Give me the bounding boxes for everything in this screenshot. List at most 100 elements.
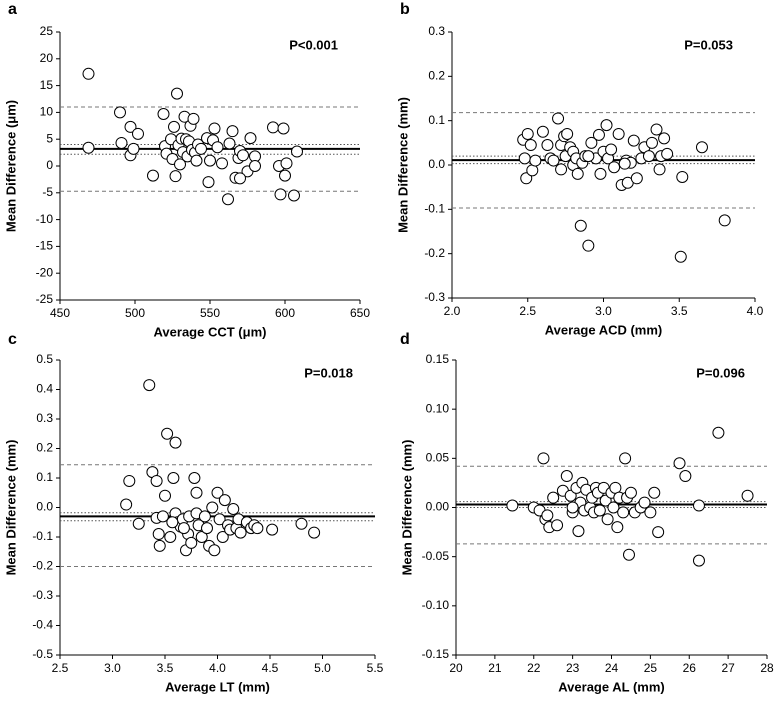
data-point <box>132 517 145 530</box>
data-point <box>551 519 564 532</box>
y-axis-title: Mean Difference (mm) <box>3 440 18 576</box>
data-point <box>692 499 705 512</box>
data-point <box>695 141 708 154</box>
data-point <box>537 452 550 465</box>
data-point <box>169 436 182 449</box>
x-tick-label: 21 <box>488 661 502 675</box>
data-point <box>601 513 614 526</box>
x-tick-label: 22 <box>527 661 541 675</box>
data-point <box>171 87 183 100</box>
data-point <box>164 531 177 543</box>
data-point <box>227 502 240 515</box>
panel-letter: b <box>400 1 410 18</box>
data-point <box>622 548 635 561</box>
x-tick-label: 550 <box>200 306 220 320</box>
y-tick-label: -0.15 <box>422 647 450 661</box>
data-point <box>679 470 692 483</box>
y-tick-label: 0.00 <box>426 500 450 514</box>
data-point <box>529 154 542 167</box>
y-tick-label: 0.2 <box>428 69 445 83</box>
data-point <box>211 141 224 154</box>
y-axis-title: Mean Difference (mm) <box>399 440 414 576</box>
y-tick-label: -0.3 <box>424 290 445 304</box>
data-point <box>211 486 224 499</box>
data-point <box>506 499 519 512</box>
data-point <box>124 120 137 133</box>
data-point <box>585 136 598 149</box>
data-point <box>594 167 607 180</box>
data-point <box>295 517 308 530</box>
data-point <box>190 154 203 167</box>
data-point <box>607 501 620 514</box>
data-point <box>274 188 287 201</box>
data-point <box>237 149 249 162</box>
data-point <box>630 172 643 185</box>
data-point <box>82 67 95 80</box>
data-point <box>166 516 179 529</box>
y-tick-label: 20 <box>40 51 54 65</box>
x-tick-label: 3.5 <box>671 304 688 318</box>
data-point <box>674 250 687 263</box>
y-tick-label: -0.05 <box>422 549 450 563</box>
y-tick-label: 0.4 <box>36 382 53 396</box>
x-tick-label: 3.5 <box>157 661 174 675</box>
data-point <box>161 427 174 440</box>
p-value: P=0.053 <box>684 37 733 52</box>
data-point <box>627 134 640 147</box>
data-point <box>234 172 246 185</box>
data-point <box>266 523 279 536</box>
data-point <box>718 214 731 227</box>
y-tick-label: 0.05 <box>426 451 450 465</box>
panel: a -25 -20 -15 -10 -5 0 5 10 15 20 25 450 500 550 600 650… <box>3 1 370 339</box>
y-tick-label: 0.0 <box>428 157 445 171</box>
x-tick-label: 26 <box>683 661 697 675</box>
data-point <box>202 176 215 189</box>
data-point <box>159 489 171 502</box>
data-point <box>279 169 291 182</box>
y-axis-title: Mean Difference (mm) <box>395 97 410 233</box>
data-point <box>188 472 201 484</box>
y-tick-label: 0 <box>46 158 53 172</box>
data-point <box>291 145 303 158</box>
data-point <box>653 163 666 176</box>
data-point <box>195 142 207 155</box>
data-point <box>234 526 247 539</box>
data-point <box>561 127 574 140</box>
data-point <box>167 472 180 484</box>
data-point <box>552 112 565 125</box>
data-point <box>692 554 705 567</box>
data-point <box>652 526 665 539</box>
data-point <box>541 139 554 152</box>
x-tick-label: 2.5 <box>519 304 536 318</box>
data-point <box>658 132 671 145</box>
data-point <box>156 510 169 523</box>
data-point <box>249 160 261 172</box>
data-point <box>127 142 140 155</box>
data-point <box>198 510 211 523</box>
x-tick-label: 27 <box>721 661 735 675</box>
y-tick-label: -0.5 <box>32 647 53 661</box>
data-point <box>574 219 587 232</box>
data-point <box>168 120 180 133</box>
data-point <box>608 161 621 174</box>
x-axis-title: Average AL (mm) <box>558 679 664 694</box>
data-point <box>605 143 618 156</box>
data-point <box>638 496 651 509</box>
data-point <box>216 157 228 170</box>
x-tick-label: 600 <box>275 306 295 320</box>
panel-letter: d <box>400 331 410 348</box>
data-point <box>560 470 573 483</box>
y-tick-label: 0.0 <box>36 500 53 514</box>
data-point <box>157 108 170 121</box>
data-point <box>712 426 725 439</box>
y-tick-label: -0.2 <box>32 559 53 573</box>
y-tick-label: 0.1 <box>428 113 445 127</box>
data-point <box>661 147 674 160</box>
y-tick-label: 15 <box>40 78 54 92</box>
x-tick-label: 5.5 <box>367 661 384 675</box>
y-tick-label: 0.1 <box>36 470 53 484</box>
y-tick-label: -0.1 <box>32 529 53 543</box>
p-value: P=0.096 <box>696 365 745 380</box>
data-point <box>541 509 554 522</box>
data-point <box>288 189 300 202</box>
